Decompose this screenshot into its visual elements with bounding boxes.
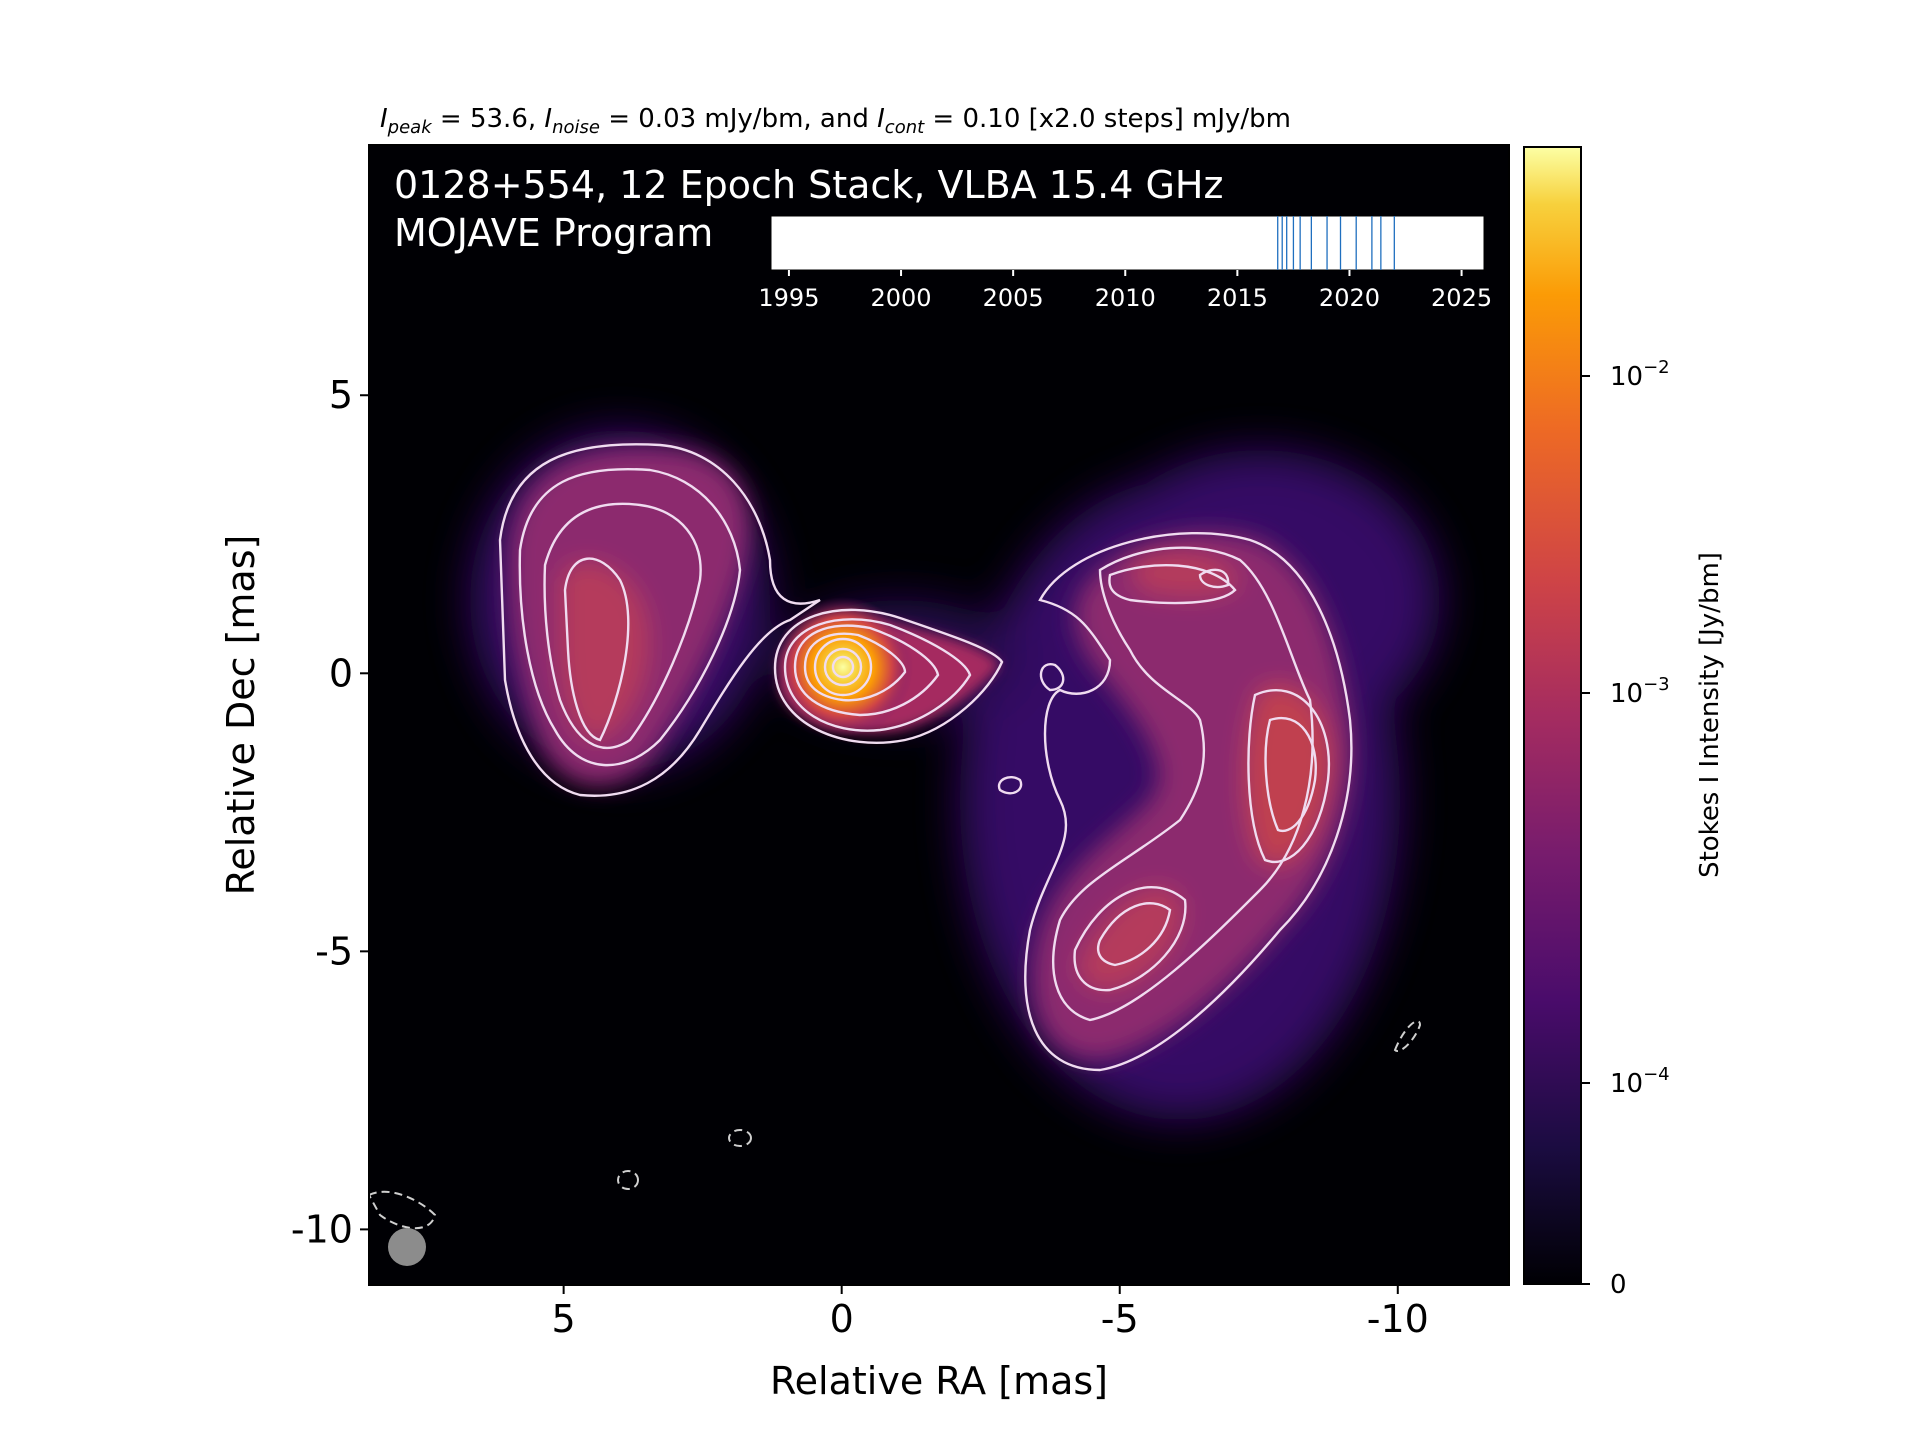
timeline-tick-label: 2020 <box>1319 284 1380 312</box>
colorbar-label: Stokes I Intensity [Jy/bm] <box>1695 552 1725 878</box>
timeline-tick-label: 1995 <box>758 284 819 312</box>
x-tick-label: -10 <box>1367 1297 1429 1341</box>
negative-contours <box>369 1020 1422 1230</box>
x-tick-label: -5 <box>1101 1297 1139 1341</box>
epoch-timeline: 1995 2000 2005 2010 2015 2020 2025 <box>758 215 1492 312</box>
x-tick-label: 5 <box>552 1297 576 1341</box>
y-axis-ticks: 5 0 -5 -10 <box>291 373 369 1251</box>
y-tick-label: -10 <box>291 1207 353 1251</box>
y-tick-label: 0 <box>329 651 353 695</box>
timeline-tick-label: 2025 <box>1431 284 1492 312</box>
plot-subtitle: MOJAVE Program <box>394 211 713 255</box>
noise-value: 0.03 mJy/bm <box>638 104 803 134</box>
timeline-tick-label: 2015 <box>1207 284 1268 312</box>
timeline-tick-label: 2000 <box>871 284 932 312</box>
x-axis-label: Relative RA [mas] <box>770 1359 1108 1403</box>
colorbar-tick-label: 10−4 <box>1610 1064 1670 1099</box>
x-tick-label: 0 <box>830 1297 854 1341</box>
contours <box>498 443 1353 1072</box>
x-axis-ticks: 5 0 -5 -10 <box>552 1285 1429 1341</box>
y-tick-label: 5 <box>329 373 353 417</box>
cont-value: 0.10 [x2.0 steps] mJy/bm <box>963 104 1291 134</box>
colorbar-tick-label: 10−2 <box>1610 357 1670 392</box>
beam-ellipse <box>388 1228 426 1266</box>
colorbar-tick-label: 10−3 <box>1610 674 1670 709</box>
plot-title: 0128+554, 12 Epoch Stack, VLBA 15.4 GHz <box>394 163 1223 207</box>
colorbar-tick-label: 0 <box>1610 1270 1627 1300</box>
colorbar: 0 10−4 10−3 10−2 Stokes I Intensity [Jy/bm] <box>1523 146 1725 1300</box>
y-tick-label: -5 <box>315 929 353 973</box>
timeline-tick-label: 2005 <box>983 284 1044 312</box>
timeline-tick-label: 2010 <box>1095 284 1156 312</box>
y-axis-label: Relative Dec [mas] <box>219 535 263 896</box>
image-plot <box>368 144 1510 1286</box>
plot-frame <box>368 144 1510 1286</box>
header-line: Ipeak = 53.6, Inoise = 0.03 mJy/bm, and … <box>380 104 1291 138</box>
peak-value: 53.6 <box>470 104 528 134</box>
